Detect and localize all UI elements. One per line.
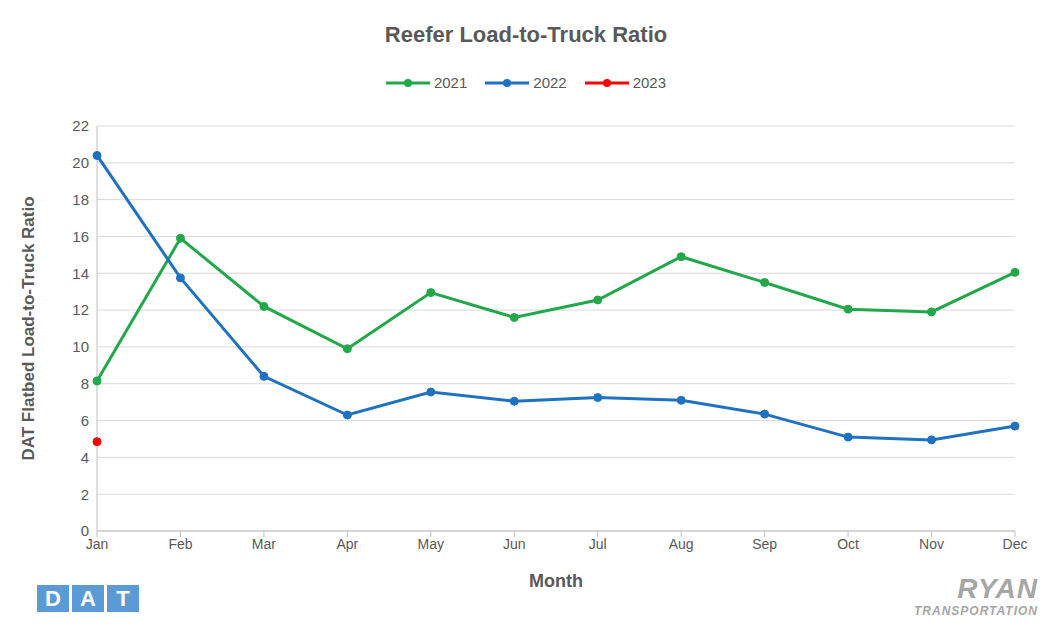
svg-text:May: May bbox=[418, 536, 444, 552]
svg-text:12: 12 bbox=[72, 301, 89, 318]
svg-text:16: 16 bbox=[72, 228, 89, 245]
html-text:RYAN: RYAN bbox=[957, 573, 1038, 604]
svg-text:Dec: Dec bbox=[1003, 536, 1028, 552]
svg-text:0: 0 bbox=[81, 522, 89, 539]
svg-text:Feb: Feb bbox=[168, 536, 192, 552]
svg-text:Jun: Jun bbox=[503, 536, 526, 552]
svg-text:Mar: Mar bbox=[252, 536, 276, 552]
html-text:2023: 2023 bbox=[632, 74, 667, 91]
svg-text:DAT Flatbed Load-to-Truck Rati: DAT Flatbed Load-to-Truck Ratio bbox=[19, 196, 38, 460]
html-text:T: T bbox=[116, 586, 130, 611]
svg-text:20: 20 bbox=[72, 154, 89, 171]
html-text:2022: 2022 bbox=[533, 74, 567, 91]
svg-text:Apr: Apr bbox=[336, 536, 358, 552]
html-text:A: A bbox=[80, 586, 96, 611]
html-text:2021: 2021 bbox=[433, 74, 468, 91]
html-text:Reefer Load-to-Truck Ratio: Reefer Load-to-Truck Ratio bbox=[384, 22, 668, 47]
svg-text:18: 18 bbox=[72, 191, 89, 208]
svg-text:8: 8 bbox=[81, 375, 89, 392]
svg-text:Sep: Sep bbox=[752, 536, 777, 552]
svg-text:Month: Month bbox=[529, 571, 583, 591]
svg-text:4: 4 bbox=[81, 449, 89, 466]
svg-text:Jul: Jul bbox=[589, 536, 607, 552]
svg-text:Nov: Nov bbox=[919, 536, 944, 552]
html-text:TRANSPORTATION: TRANSPORTATION bbox=[914, 604, 1038, 618]
svg-text:6: 6 bbox=[81, 412, 89, 429]
svg-text:10: 10 bbox=[72, 338, 89, 355]
svg-text:14: 14 bbox=[72, 265, 89, 282]
html-text:D: D bbox=[45, 586, 61, 611]
svg-text:Aug: Aug bbox=[669, 536, 694, 552]
svg-text:Jan: Jan bbox=[86, 536, 109, 552]
svg-text:22: 22 bbox=[72, 117, 89, 134]
svg-text:Oct: Oct bbox=[837, 536, 859, 552]
svg-text:2: 2 bbox=[81, 486, 89, 503]
